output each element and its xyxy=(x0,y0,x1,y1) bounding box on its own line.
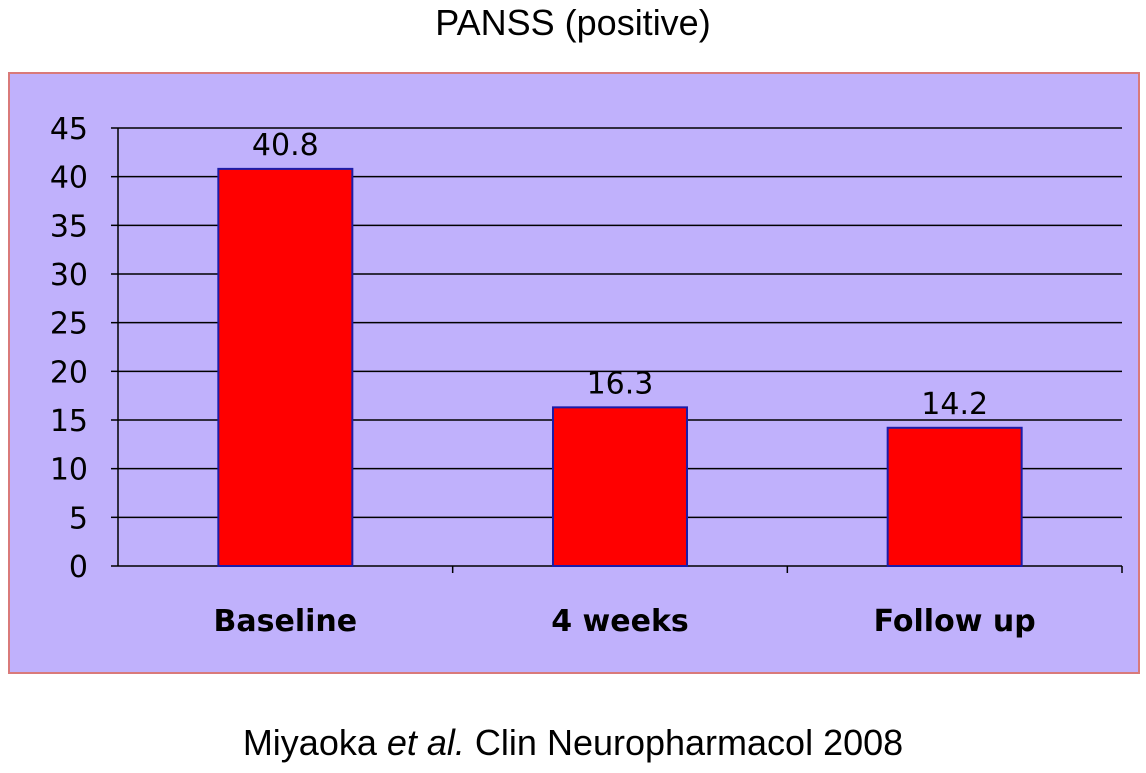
y-tick-label: 5 xyxy=(69,501,88,536)
plot-area xyxy=(8,72,1140,674)
y-tick-label: 25 xyxy=(50,307,88,342)
bar-baseline xyxy=(217,167,354,567)
data-label: 16.3 xyxy=(587,366,654,401)
bar-4-weeks xyxy=(552,406,688,568)
chart-title: PANSS (positive) xyxy=(435,2,711,43)
y-tick-label: 40 xyxy=(50,161,88,196)
citation-etal: et al. xyxy=(386,722,465,763)
y-tick-label: 10 xyxy=(50,453,88,488)
x-category-label: 4 weeks xyxy=(551,604,689,639)
x-category-label: Follow up xyxy=(874,604,1036,639)
data-label: 40.8 xyxy=(252,128,319,163)
x-category-label: Baseline xyxy=(214,604,358,639)
citation: Miyaoka et al. Clin Neuropharmacol 2008 xyxy=(0,722,1146,764)
labels: 0 5 10 15 20 25 30 35 40 45 40.8 Baseline 16.3 4 week… xyxy=(50,112,1036,639)
y-tick-label: 45 xyxy=(50,112,88,147)
y-tick-label: 20 xyxy=(50,355,88,390)
bar-follow-up xyxy=(886,426,1023,567)
y-tick-label: 30 xyxy=(50,258,88,293)
y-tick-label: 15 xyxy=(50,404,88,439)
bars xyxy=(217,167,1023,568)
citation-authors: Miyaoka xyxy=(242,722,387,763)
data-label: 14.2 xyxy=(921,387,988,422)
y-tick-label: 35 xyxy=(50,209,88,244)
citation-journal: Clin Neuropharmacol 2008 xyxy=(464,722,904,763)
y-tick-label: 0 xyxy=(69,550,88,585)
